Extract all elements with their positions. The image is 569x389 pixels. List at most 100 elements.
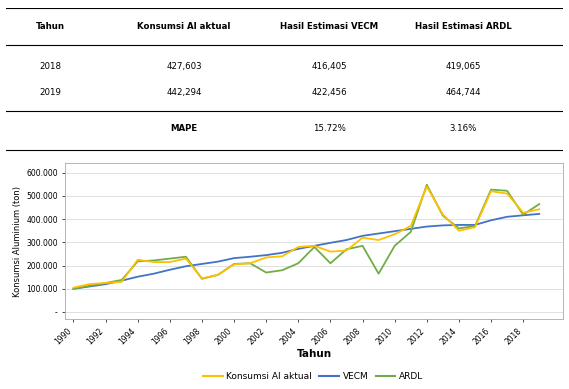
ARDL: [215, 273, 221, 277]
ARDL: [359, 244, 366, 248]
Konsumsi Al aktual: [456, 228, 463, 233]
Konsumsi Al aktual: [488, 189, 494, 194]
VECM: [279, 251, 286, 255]
Text: Hasil Estimasi ARDL: Hasil Estimasi ARDL: [415, 22, 512, 31]
Konsumsi Al aktual: [327, 249, 334, 254]
Konsumsi Al aktual: [199, 276, 205, 281]
VECM: [263, 253, 270, 258]
VECM: [134, 274, 141, 279]
VECM: [166, 267, 173, 272]
ARDL: [488, 187, 494, 192]
ARDL: [295, 261, 302, 266]
ARDL: [150, 258, 157, 263]
ARDL: [263, 270, 270, 275]
ARDL: [311, 245, 318, 249]
ARDL: [391, 244, 398, 248]
ARDL: [86, 284, 93, 288]
Text: 2019: 2019: [39, 88, 61, 96]
Konsumsi Al aktual: [70, 285, 77, 290]
ARDL: [407, 230, 414, 234]
VECM: [199, 262, 205, 266]
Konsumsi Al aktual: [407, 224, 414, 228]
Konsumsi Al aktual: [166, 260, 173, 265]
Konsumsi Al aktual: [183, 256, 189, 261]
ARDL: [102, 280, 109, 285]
ARDL: [439, 213, 446, 218]
Text: 464,744: 464,744: [445, 88, 481, 96]
ARDL: [343, 247, 350, 252]
Konsumsi Al aktual: [230, 262, 237, 267]
Konsumsi Al aktual: [343, 248, 350, 253]
VECM: [327, 240, 334, 245]
Konsumsi Al aktual: [519, 210, 526, 215]
Konsumsi Al aktual: [504, 191, 510, 196]
Text: 422,456: 422,456: [311, 88, 347, 96]
Konsumsi Al aktual: [536, 207, 543, 212]
Text: MAPE: MAPE: [171, 124, 197, 133]
VECM: [519, 213, 526, 217]
Konsumsi Al aktual: [375, 238, 382, 242]
VECM: [215, 259, 221, 264]
Y-axis label: Konsumsi Aluminium (ton): Konsumsi Aluminium (ton): [13, 186, 22, 297]
ARDL: [504, 188, 510, 193]
Konsumsi Al aktual: [215, 273, 221, 277]
VECM: [407, 226, 414, 231]
Text: 3.16%: 3.16%: [450, 124, 477, 133]
ARDL: [279, 268, 286, 273]
Konsumsi Al aktual: [295, 245, 302, 249]
VECM: [375, 231, 382, 236]
Text: 2018: 2018: [39, 62, 61, 72]
ARDL: [70, 286, 77, 291]
Konsumsi Al aktual: [472, 225, 479, 230]
X-axis label: Tahun: Tahun: [297, 349, 332, 359]
ARDL: [118, 278, 125, 282]
Konsumsi Al aktual: [263, 255, 270, 260]
Text: Hasil Estimasi VECM: Hasil Estimasi VECM: [280, 22, 378, 31]
VECM: [247, 254, 254, 259]
Line: VECM: VECM: [73, 214, 539, 289]
ARDL: [375, 272, 382, 276]
Konsumsi Al aktual: [86, 282, 93, 286]
Konsumsi Al aktual: [150, 260, 157, 265]
VECM: [183, 264, 189, 268]
VECM: [311, 244, 318, 248]
VECM: [150, 272, 157, 276]
ARDL: [456, 226, 463, 231]
ARDL: [423, 182, 430, 187]
VECM: [488, 218, 494, 223]
ARDL: [199, 277, 205, 281]
ARDL: [230, 262, 237, 266]
Konsumsi Al aktual: [102, 280, 109, 285]
VECM: [70, 286, 77, 291]
Konsumsi Al aktual: [311, 244, 318, 248]
Line: ARDL: ARDL: [73, 185, 539, 289]
ARDL: [247, 261, 254, 266]
Konsumsi Al aktual: [359, 235, 366, 240]
VECM: [102, 282, 109, 286]
ARDL: [519, 212, 526, 217]
VECM: [391, 229, 398, 233]
VECM: [295, 247, 302, 251]
VECM: [118, 278, 125, 283]
ARDL: [134, 259, 141, 264]
VECM: [343, 238, 350, 242]
ARDL: [327, 261, 334, 266]
Text: 419,065: 419,065: [445, 62, 481, 72]
VECM: [536, 212, 543, 216]
ARDL: [183, 254, 189, 259]
VECM: [456, 223, 463, 227]
VECM: [423, 224, 430, 229]
VECM: [472, 223, 479, 227]
Konsumsi Al aktual: [247, 261, 254, 266]
Konsumsi Al aktual: [423, 184, 430, 189]
Text: Konsumsi Al aktual: Konsumsi Al aktual: [138, 22, 231, 31]
Text: 427,603: 427,603: [166, 62, 202, 72]
Line: Konsumsi Al aktual: Konsumsi Al aktual: [73, 187, 539, 287]
VECM: [230, 256, 237, 261]
Text: 416,405: 416,405: [311, 62, 347, 72]
ARDL: [472, 224, 479, 228]
VECM: [86, 284, 93, 289]
VECM: [359, 233, 366, 238]
Konsumsi Al aktual: [134, 258, 141, 262]
Konsumsi Al aktual: [118, 279, 125, 284]
